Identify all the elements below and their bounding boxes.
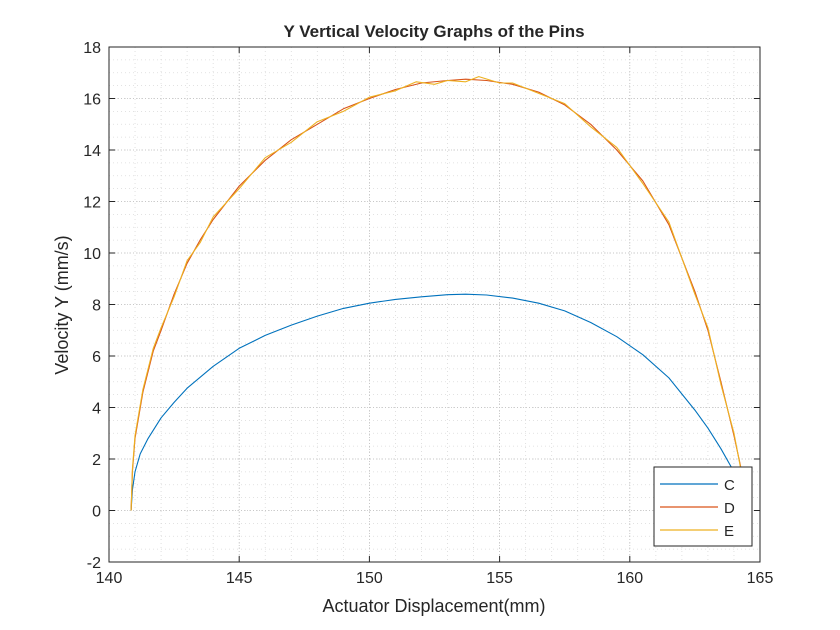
y-tick-label: 18	[83, 40, 101, 57]
x-tick-label: 165	[747, 570, 774, 587]
y-tick-label: 14	[83, 143, 101, 160]
y-tick-label: 4	[92, 401, 101, 418]
x-tick-label: 145	[226, 570, 253, 587]
y-tick-label: 8	[92, 298, 101, 315]
x-tick-label: 140	[96, 570, 123, 587]
x-tick-label: 155	[486, 570, 513, 587]
series-line-c	[130, 293, 752, 511]
legend-label-e: E	[724, 523, 734, 540]
series-line-e	[130, 76, 752, 511]
y-axis-label: Velocity Y (mm/s)	[52, 235, 72, 374]
chart-title: Y Vertical Velocity Graphs of the Pins	[283, 22, 584, 41]
y-tick-label: 12	[83, 195, 101, 212]
x-tick-label: 160	[616, 570, 643, 587]
y-tick-label: 2	[92, 452, 101, 469]
y-axis-ticks: -2 0 2 4 6 8 10 12 14 16 18	[83, 40, 760, 572]
y-tick-label: 6	[92, 349, 101, 366]
y-tick-label: 10	[83, 246, 101, 263]
x-axis-label: Actuator Displacement(mm)	[322, 596, 545, 616]
x-tick-label: 150	[356, 570, 383, 587]
legend-label-d: D	[724, 500, 735, 517]
legend: CDE	[653, 466, 753, 547]
legend-label-c: C	[724, 477, 735, 494]
y-tick-label: 16	[83, 92, 101, 109]
y-tick-label: -2	[87, 555, 101, 572]
series-layer	[130, 76, 752, 511]
y-tick-label: 0	[92, 504, 101, 521]
x-axis-ticks: 140 145 150 155 160 165	[96, 47, 774, 587]
